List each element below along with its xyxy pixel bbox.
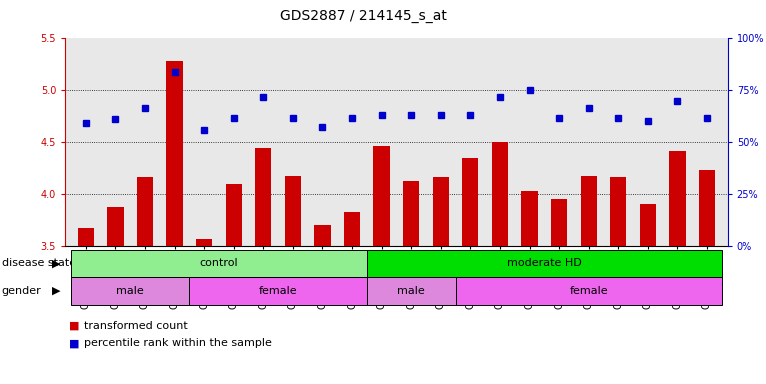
Text: transformed count: transformed count bbox=[84, 321, 188, 331]
Text: ▶: ▶ bbox=[51, 286, 61, 296]
Text: disease state: disease state bbox=[2, 258, 76, 268]
Bar bbox=[196, 238, 212, 246]
Bar bbox=[492, 142, 508, 246]
Text: percentile rank within the sample: percentile rank within the sample bbox=[84, 338, 272, 348]
Bar bbox=[314, 225, 331, 246]
Bar bbox=[611, 177, 627, 246]
Bar bbox=[640, 204, 656, 246]
Text: female: female bbox=[569, 286, 608, 296]
Text: gender: gender bbox=[2, 286, 41, 296]
Bar bbox=[433, 177, 449, 246]
Bar bbox=[581, 176, 597, 246]
Bar bbox=[374, 146, 390, 246]
Bar bbox=[77, 228, 94, 246]
Bar bbox=[403, 182, 419, 246]
Bar bbox=[166, 61, 182, 246]
Bar bbox=[255, 148, 271, 246]
Text: control: control bbox=[200, 258, 238, 268]
Bar bbox=[225, 184, 242, 246]
Bar bbox=[462, 158, 479, 246]
Bar bbox=[551, 199, 568, 246]
Text: ■: ■ bbox=[69, 338, 80, 348]
Text: male: male bbox=[398, 286, 425, 296]
Text: female: female bbox=[259, 286, 297, 296]
Bar bbox=[285, 176, 301, 246]
Bar bbox=[699, 170, 715, 246]
Text: ▶: ▶ bbox=[51, 258, 61, 268]
Text: moderate HD: moderate HD bbox=[507, 258, 581, 268]
Bar bbox=[522, 191, 538, 246]
Bar bbox=[344, 212, 360, 246]
Bar bbox=[107, 207, 123, 246]
Text: male: male bbox=[116, 286, 144, 296]
Text: GDS2887 / 214145_s_at: GDS2887 / 214145_s_at bbox=[280, 9, 447, 23]
Bar bbox=[137, 177, 153, 246]
Bar bbox=[669, 151, 686, 246]
Text: ■: ■ bbox=[69, 321, 80, 331]
